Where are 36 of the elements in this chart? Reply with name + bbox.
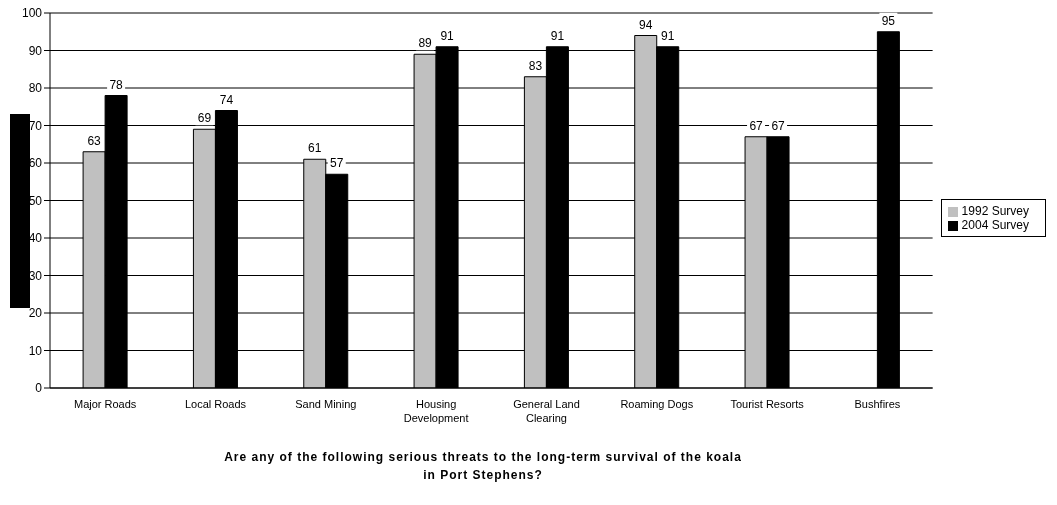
data-label: 91 xyxy=(440,28,455,43)
x-tick-label: Bushfires xyxy=(854,398,901,410)
y-tick-label: 80 xyxy=(28,81,43,96)
x-tick-label: Roaming Dogs xyxy=(620,398,694,410)
x-tick-label: Tourist Resorts xyxy=(730,398,805,410)
legend-label: 1992 Survey xyxy=(961,204,1029,218)
y-tick-label: 0 xyxy=(35,381,43,396)
data-label: 91 xyxy=(661,28,675,43)
data-label: 69 xyxy=(197,111,212,126)
x-axis-title: Are any of the following serious threats to the long-term survival of the koala in Port Stephens? xyxy=(223,449,743,484)
legend-label: 2004 Survey xyxy=(961,218,1029,232)
y-tick-label: 40 xyxy=(28,231,43,246)
x-tick-label: Local Roads xyxy=(184,398,247,410)
data-label: 95 xyxy=(881,13,896,28)
data-label: 67 xyxy=(771,118,786,133)
data-label: 94 xyxy=(639,17,653,32)
data-label: 83 xyxy=(528,58,543,73)
y-tick-label: 30 xyxy=(28,268,43,283)
x-tick-label: General Land Clearing xyxy=(513,398,580,424)
y-tick-label: 90 xyxy=(28,43,43,58)
data-label: 78 xyxy=(109,77,124,92)
data-label: 57 xyxy=(330,156,344,171)
data-label: 74 xyxy=(219,92,234,107)
x-tick-label: Sand Mining xyxy=(295,398,357,410)
y-tick-label: 70 xyxy=(28,118,43,133)
data-label: 63 xyxy=(87,133,102,148)
y-tick-label: 10 xyxy=(28,343,43,358)
data-label: 91 xyxy=(550,28,565,43)
data-label: 61 xyxy=(308,141,322,156)
y-tick-label: 100 xyxy=(21,6,43,21)
data-label: 67 xyxy=(749,118,764,133)
y-tick-label: 50 xyxy=(28,193,43,208)
x-tick-label: Major Roads xyxy=(73,398,137,410)
y-tick-label: 20 xyxy=(28,306,43,321)
data-label: 89 xyxy=(418,36,433,51)
x-tick-label: Housing Development xyxy=(403,398,469,424)
